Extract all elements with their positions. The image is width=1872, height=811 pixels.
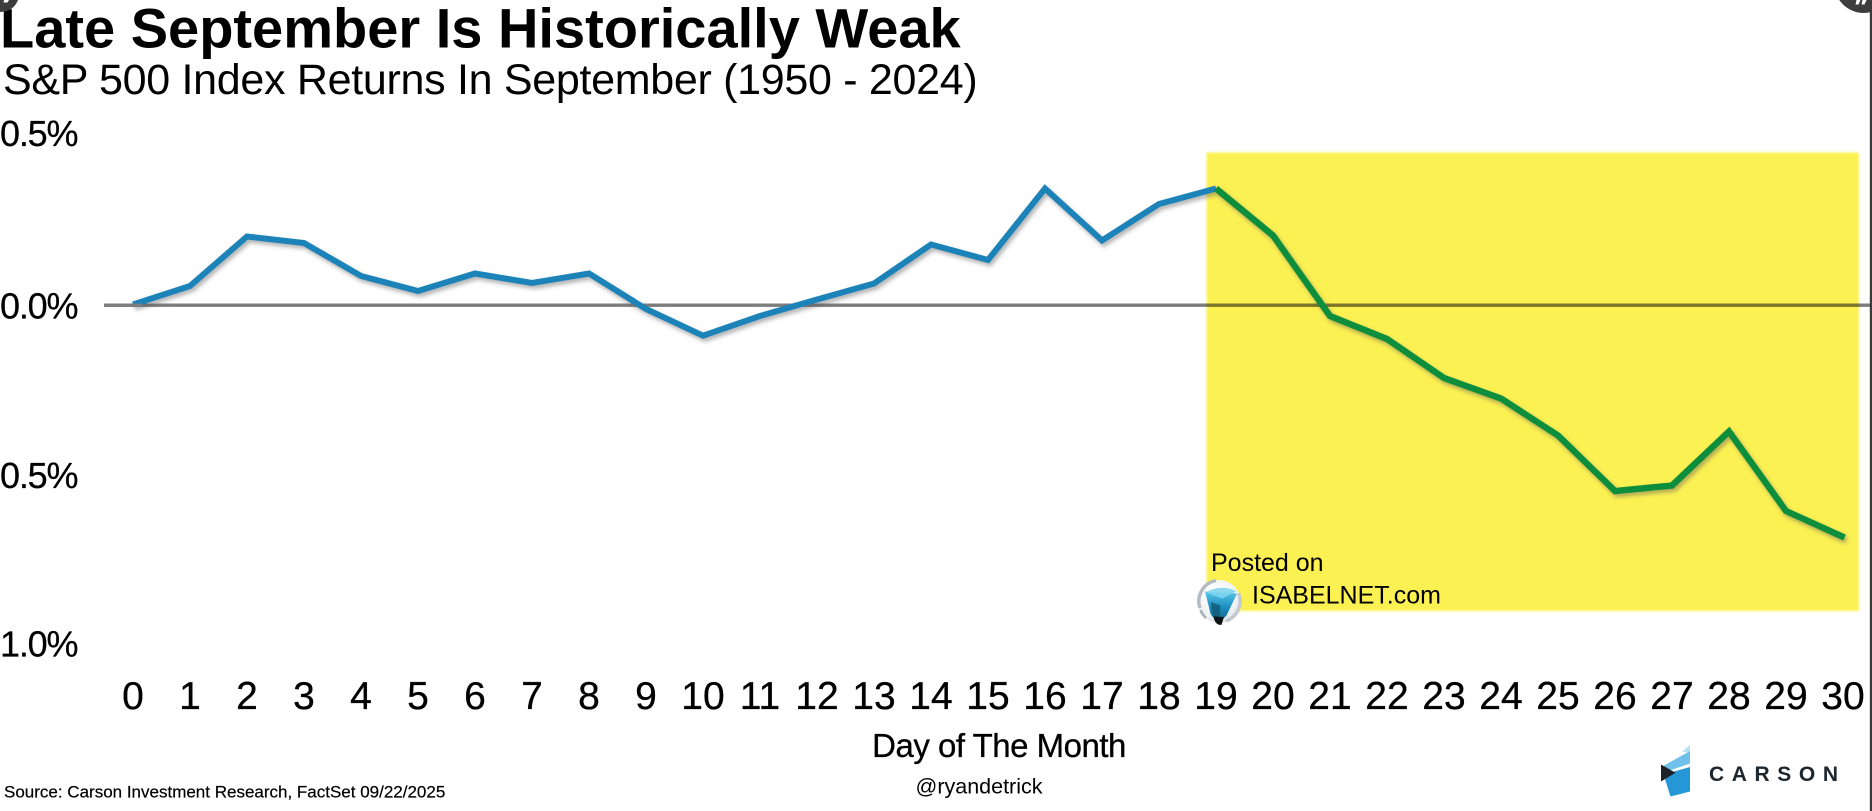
svg-text:9: 9 bbox=[635, 675, 657, 718]
svg-text:19: 19 bbox=[1194, 675, 1237, 718]
svg-text:0.0%: 0.0% bbox=[0, 286, 77, 327]
svg-text:11: 11 bbox=[740, 675, 781, 718]
svg-text:23: 23 bbox=[1422, 675, 1465, 718]
svg-text:25: 25 bbox=[1536, 675, 1579, 718]
svg-text:28: 28 bbox=[1707, 675, 1750, 718]
svg-text:10: 10 bbox=[681, 675, 724, 718]
svg-text:15: 15 bbox=[966, 675, 1009, 718]
svg-text:18: 18 bbox=[1137, 675, 1180, 718]
svg-text:7: 7 bbox=[521, 675, 543, 718]
svg-text:0.5%: 0.5% bbox=[0, 455, 77, 496]
svg-text:8: 8 bbox=[578, 675, 600, 718]
svg-text:Day of The Month: Day of The Month bbox=[872, 727, 1126, 764]
svg-text:@ryandetrick: @ryandetrick bbox=[916, 775, 1043, 799]
svg-text:20: 20 bbox=[1251, 675, 1294, 718]
svg-text:5: 5 bbox=[407, 675, 429, 718]
svg-text:16: 16 bbox=[1023, 675, 1066, 718]
svg-text:1.0%: 1.0% bbox=[0, 624, 77, 665]
svg-text:14: 14 bbox=[909, 675, 952, 718]
svg-text:2: 2 bbox=[236, 675, 258, 718]
svg-text:3: 3 bbox=[293, 675, 315, 718]
svg-text:Posted on: Posted on bbox=[1211, 549, 1324, 577]
svg-text:21: 21 bbox=[1308, 675, 1351, 718]
svg-text:30: 30 bbox=[1821, 675, 1864, 718]
svg-text:6: 6 bbox=[464, 675, 486, 718]
svg-text:13: 13 bbox=[852, 675, 895, 718]
svg-text:CARSON: CARSON bbox=[1709, 763, 1846, 786]
svg-text:1: 1 bbox=[179, 675, 201, 718]
svg-text:12: 12 bbox=[795, 675, 838, 718]
svg-text:22: 22 bbox=[1365, 675, 1408, 718]
svg-text:ISABELNET.com: ISABELNET.com bbox=[1252, 582, 1441, 610]
svg-text:4: 4 bbox=[350, 675, 372, 718]
svg-text:29: 29 bbox=[1764, 675, 1807, 718]
svg-text:27: 27 bbox=[1650, 675, 1693, 718]
svg-text:0: 0 bbox=[122, 675, 144, 718]
svg-text:0.5%: 0.5% bbox=[0, 113, 77, 154]
svg-text:17: 17 bbox=[1080, 675, 1123, 718]
svg-text:Late September Is Historically: Late September Is Historically Weak bbox=[0, 0, 962, 60]
svg-text:24: 24 bbox=[1479, 675, 1522, 718]
svg-text:Source: Carson Investment Rese: Source: Carson Investment Research, Fact… bbox=[4, 783, 445, 802]
svg-text:26: 26 bbox=[1593, 675, 1636, 718]
svg-text:S&P 500 Index Returns In Septe: S&P 500 Index Returns In September (1950… bbox=[3, 56, 977, 104]
